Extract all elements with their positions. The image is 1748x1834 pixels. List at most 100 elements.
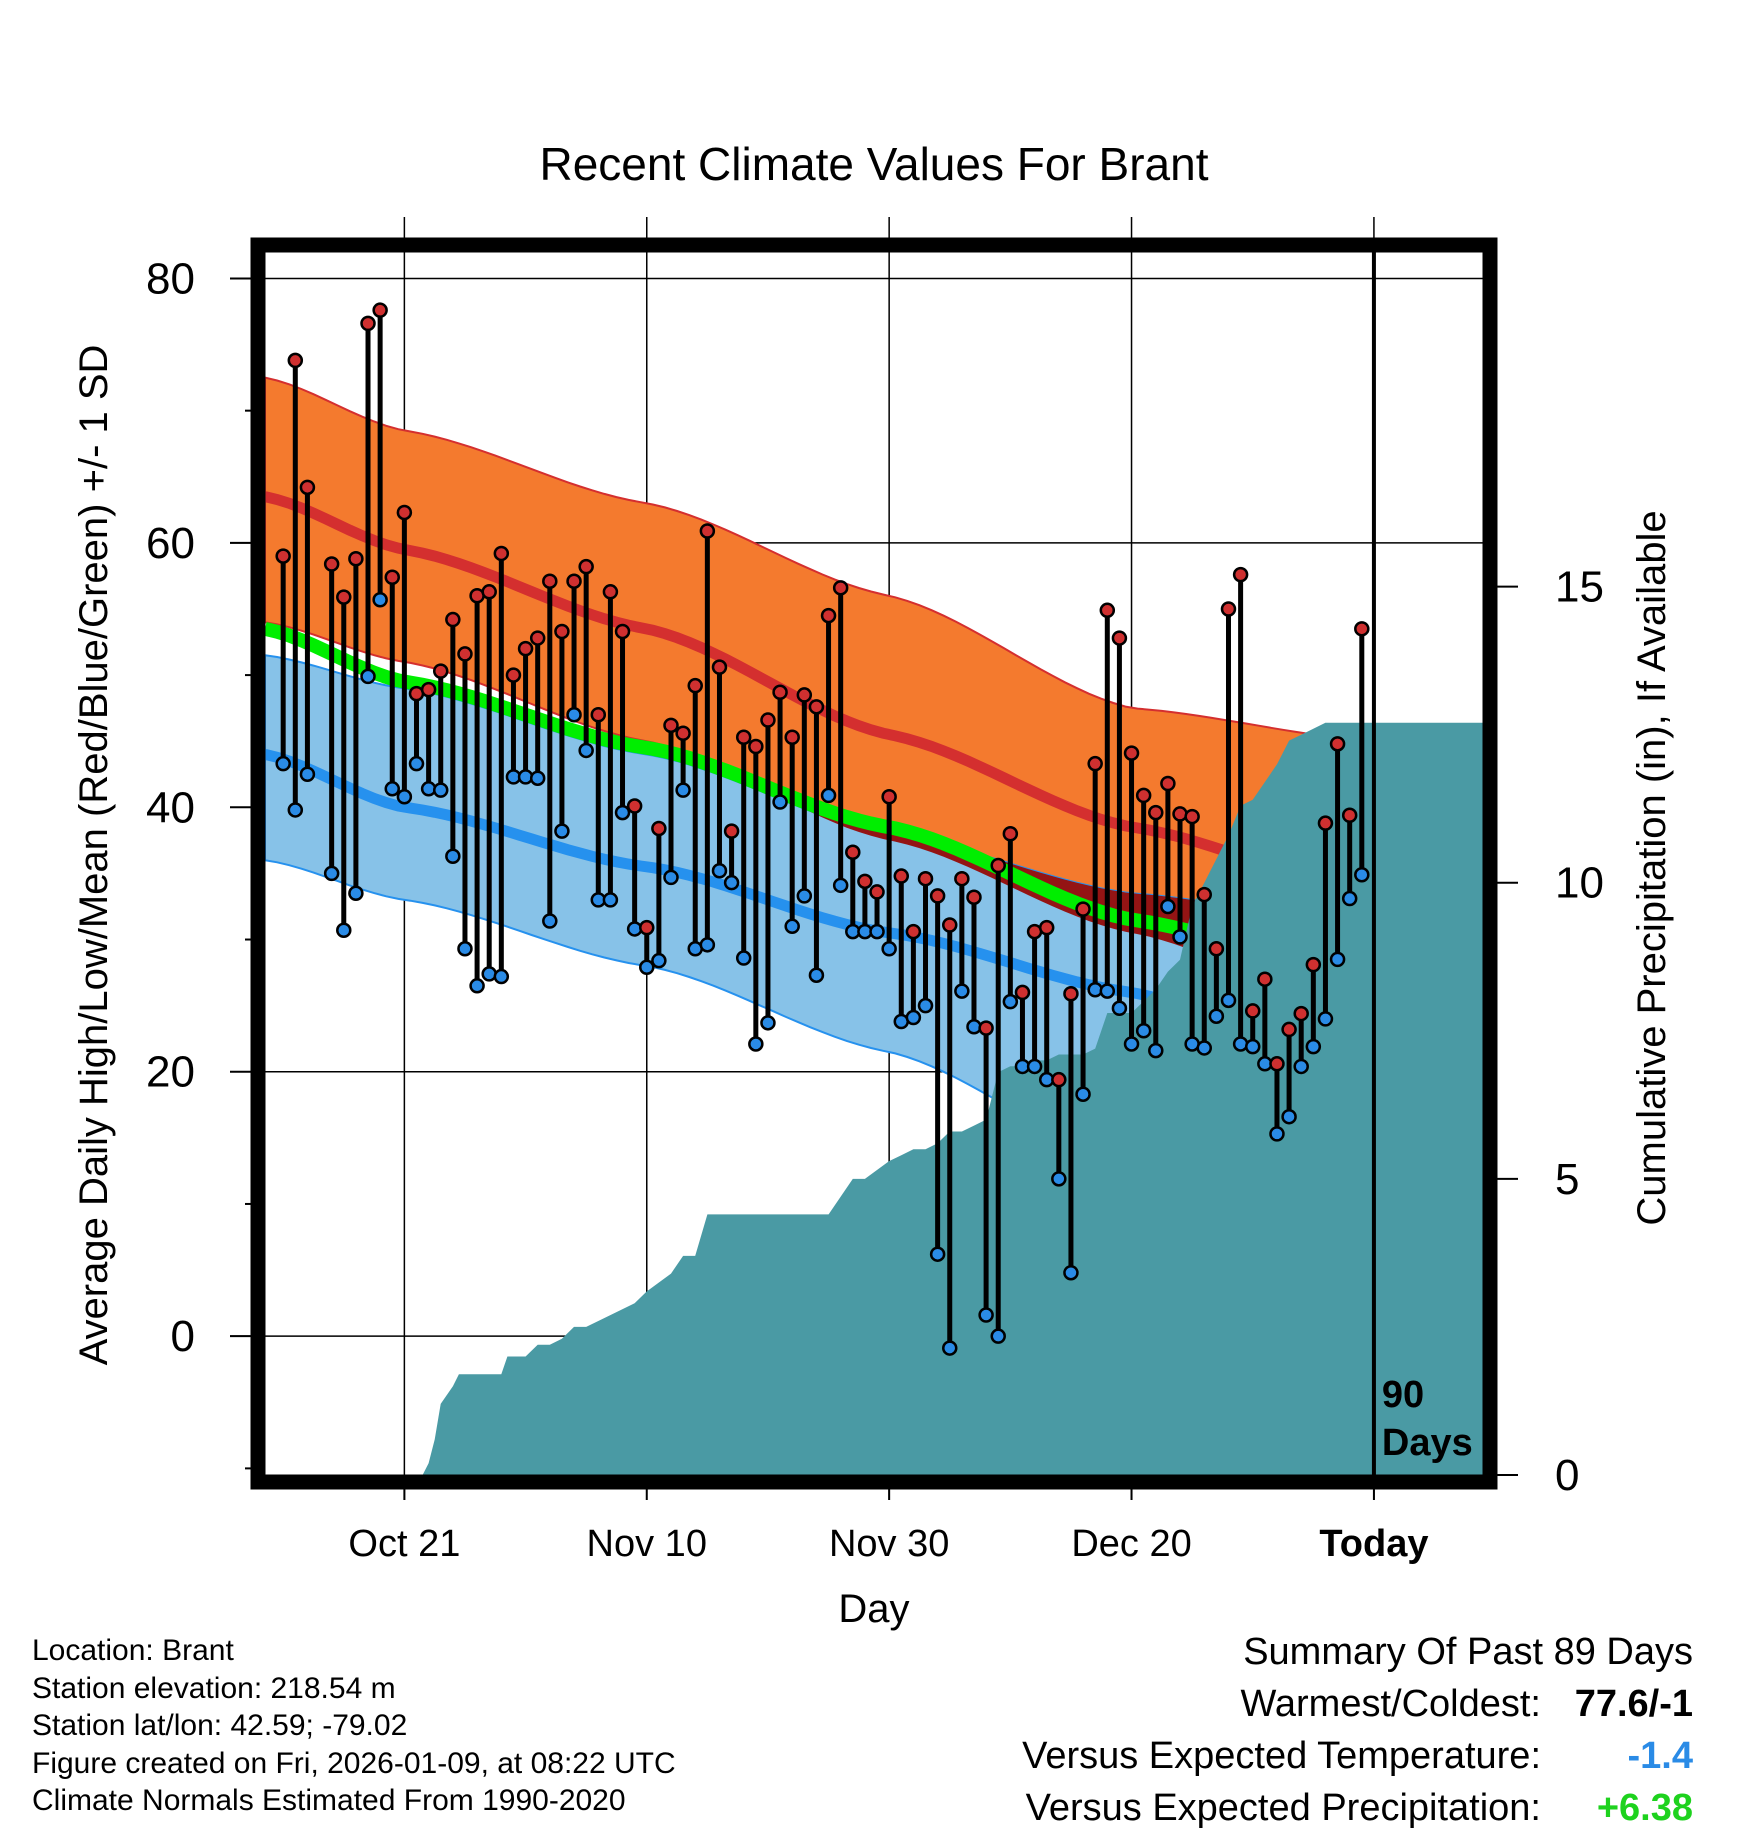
obs-low-point <box>1269 1126 1285 1142</box>
obs-low-point <box>1026 1058 1043 1075</box>
obs-low-point <box>1281 1108 1297 1125</box>
x-tick-label: Dec 20 <box>1071 1523 1191 1565</box>
obs-high-point <box>1220 601 1237 617</box>
obs-high-point <box>554 623 570 640</box>
obs-low-point <box>1341 890 1358 907</box>
obs-low-point <box>1293 1058 1309 1075</box>
obs-high-point <box>1329 736 1346 752</box>
obs-low-point <box>1317 1011 1334 1027</box>
obs-low-point <box>651 952 667 969</box>
obs-high-point <box>1293 1005 1309 1022</box>
obs-high-point <box>929 888 946 904</box>
left-tick-label: 20 <box>146 1048 195 1097</box>
obs-high-point <box>323 556 340 572</box>
obs-low-point <box>1099 983 1116 999</box>
obs-low-point <box>432 782 449 798</box>
plot-area <box>265 302 1483 1475</box>
obs-high-point <box>784 729 800 745</box>
obs-low-point <box>905 1009 922 1026</box>
obs-low-point <box>954 983 970 999</box>
axes: 0 20 40 60 80 0 5 10 15 Oct 21 Nov 10 Nov 30 Dec 20 T… <box>146 254 1604 1565</box>
obs-high-point <box>372 302 388 318</box>
obs-high-point <box>917 870 934 887</box>
obs-high-point <box>1160 775 1176 792</box>
obs-low-point <box>941 1340 958 1356</box>
obs-low-point <box>1111 1000 1128 1017</box>
obs-high-point <box>1257 971 1273 987</box>
obs-high-point <box>990 857 1006 874</box>
obs-high-point <box>966 889 982 905</box>
x-axis-label: Day <box>838 1587 909 1631</box>
obs-low-point <box>772 794 788 810</box>
obs-low-point <box>1172 929 1188 945</box>
obs-high-point <box>1172 806 1188 822</box>
summary-warm-cold-row: Warmest/Coldest: 77.6/-1 <box>893 1678 1693 1730</box>
obs-low-point <box>990 1328 1006 1344</box>
info-latlon: Station lat/lon: 42.59; -79.02 <box>32 1709 408 1742</box>
obs-high-point <box>1305 956 1322 973</box>
obs-high-point <box>1281 1021 1297 1038</box>
obs-low-point <box>723 874 740 891</box>
obs-high-point <box>905 923 922 940</box>
obs-high-point <box>626 798 643 814</box>
obs-high-point <box>396 504 413 521</box>
summary-temp-value: -1.4 <box>1627 1735 1693 1777</box>
obs-high-point <box>348 550 364 567</box>
obs-high-point <box>663 717 679 734</box>
obs-low-point <box>820 787 837 804</box>
obs-high-point <box>881 788 897 805</box>
info-created: Figure created on Fri, 2026-01-09, at 08… <box>32 1746 676 1780</box>
left-axis-label: Average Daily High/Low/Mean (Red/Blue/Gr… <box>72 345 116 1366</box>
obs-low-point <box>408 755 425 772</box>
obs-low-point <box>493 968 510 985</box>
obs-high-point <box>1075 901 1091 917</box>
info-elevation: Station elevation: 218.54 m <box>32 1671 396 1705</box>
obs-high-point <box>481 584 497 600</box>
obs-high-point <box>941 917 958 933</box>
obs-low-point <box>1232 1036 1249 1052</box>
left-tick-label: 80 <box>146 254 195 303</box>
summary-precip-value: +6.38 <box>1596 1787 1693 1829</box>
summary-heading: Summary Of Past 89 Days <box>1243 1631 1693 1673</box>
info-location: Location: Brant <box>32 1634 234 1667</box>
obs-high-point <box>1244 1003 1261 1019</box>
obs-low-point <box>348 885 364 901</box>
obs-high-point <box>517 640 534 657</box>
obs-high-point <box>1135 787 1152 804</box>
right-tick-label: 10 <box>1555 859 1604 908</box>
obs-high-point <box>590 707 607 723</box>
obs-high-point <box>1269 1056 1285 1072</box>
obs-low-point <box>1220 992 1237 1009</box>
obs-high-point <box>542 573 558 589</box>
obs-high-point <box>699 523 716 539</box>
x-tick-label: Today <box>1319 1523 1428 1565</box>
obs-low-point <box>614 804 631 821</box>
right-axis-label: Cumulative Precipitation (in), If Availa… <box>1630 510 1674 1225</box>
obs-low-point <box>457 941 473 957</box>
obs-high-point <box>505 667 522 683</box>
obs-low-point <box>384 781 401 797</box>
obs-high-point <box>602 584 619 600</box>
obs-low-point <box>372 591 388 608</box>
obs-low-point <box>748 1036 764 1052</box>
right-tick-label: 15 <box>1555 563 1604 612</box>
obs-high-point <box>1087 755 1103 772</box>
obs-low-point <box>1160 898 1176 915</box>
obs-high-point <box>639 919 655 936</box>
obs-low-point <box>832 877 849 894</box>
obs-high-point <box>457 646 473 662</box>
obs-low-point <box>323 865 340 882</box>
obs-high-point <box>796 687 813 703</box>
obs-low-point <box>1329 951 1346 968</box>
obs-low-point <box>1208 1008 1225 1024</box>
obs-low-point <box>639 959 655 976</box>
obs-low-point <box>663 869 679 886</box>
obs-low-point <box>469 978 485 994</box>
obs-high-point <box>1014 984 1031 1001</box>
obs-high-point <box>687 677 703 694</box>
obs-low-point <box>1196 1040 1213 1056</box>
obs-high-point <box>432 663 449 679</box>
obs-low-point <box>699 937 716 953</box>
obs-low-point <box>566 707 582 723</box>
precipitation-area <box>265 722 1483 1475</box>
